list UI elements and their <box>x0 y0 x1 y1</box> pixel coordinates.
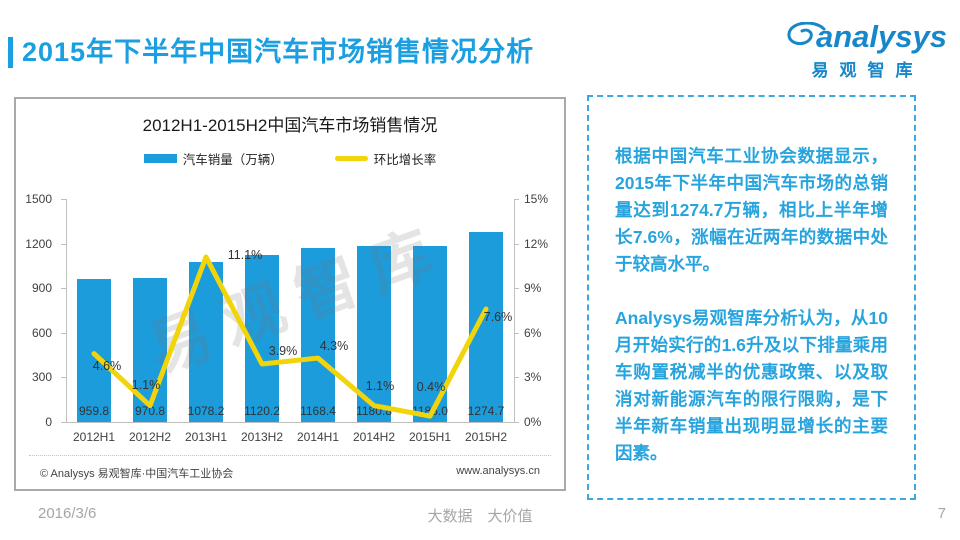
chart-legend: 汽车销量（万辆） 环比增长率 <box>16 149 564 168</box>
analysys-url-link[interactable]: www.analysys.cn <box>456 465 540 477</box>
legend-label: 汽车销量（万辆） <box>182 153 283 167</box>
chart-panel: 2012H1-2015H2中国汽车市场销售情况 汽车销量（万辆） 环比增长率 0 3… <box>14 97 566 491</box>
growth-rate-line <box>91 254 489 419</box>
y-axis-right-tick-label: 9% <box>524 281 542 296</box>
chart-title: 2012H1-2015H2中国汽车市场销售情况 <box>142 116 438 135</box>
growth-rate-label-2014H2: 1.1% <box>365 378 395 393</box>
y-axis-left-tick-label: 1500 <box>25 192 52 206</box>
y-axis-right-tickmark <box>514 422 519 423</box>
y-axis-right-tickmark <box>514 332 519 334</box>
insight-paragraph-2: Analysys易观智库分析认为，从10月开始实行的1.6升及以下排量乘用车购置… <box>615 308 888 463</box>
x-axis <box>66 422 515 423</box>
x-axis-label-2013H2: 2013H2 <box>240 430 284 444</box>
footer-slogan: 大数据 大价值 <box>427 508 533 525</box>
source-divider <box>29 455 551 456</box>
y-axis-right-tick-label: 15% <box>524 192 549 206</box>
bar-value-label: 1274.7 <box>467 404 505 418</box>
bar-value-label: 1120.2 <box>244 404 280 418</box>
y-axis-right-tick-label: 0% <box>524 415 542 429</box>
legend-item: 环比增长率 <box>334 149 437 168</box>
x-axis-label-2015H2: 2015H2 <box>464 430 508 444</box>
y-axis-left-tickmark <box>61 422 66 423</box>
growth-rate-label-2012H1: 4.6% <box>92 358 122 373</box>
y-axis-left-tickmark <box>61 288 66 290</box>
page-title: 2015年下半年中国汽车市场销售情况分析 <box>22 37 535 67</box>
x-axis-label-2013H1: 2013H1 <box>184 430 228 444</box>
y-axis-right-tickmark <box>514 199 519 200</box>
logo-wordmark: analysys <box>816 19 947 54</box>
legend-label: 环比增长率 <box>373 153 437 167</box>
y-axis-right <box>514 199 515 423</box>
y-axis-right-tick-label: 12% <box>524 236 549 251</box>
bar-2012H1 <box>77 279 111 422</box>
y-axis-left-tick-label: 0 <box>45 415 52 429</box>
chart-source: © Analysys 易观智库·中国汽车工业协会 <box>40 468 234 480</box>
insight-paragraph-1: 根据中国汽车工业协会数据显示，2015年下半年中国汽车市场的总销量达到1274.… <box>615 146 888 274</box>
y-axis-left-tickmark <box>61 332 66 334</box>
growth-rate-label-2013H1: 11.1% <box>227 247 263 262</box>
legend-item: 汽车销量（万辆） <box>143 149 283 168</box>
y-axis-left-tickmark <box>61 199 66 200</box>
y-axis-right-tick-label: 3% <box>524 370 542 385</box>
logo-swoosh-icon <box>787 22 826 46</box>
bar-2014H1 <box>301 248 335 422</box>
bar-value-label: 959.8 <box>78 404 110 418</box>
growth-rate-label-2014H1: 4.3% <box>319 339 349 354</box>
y-axis-left-tick-label: 1200 <box>25 236 52 251</box>
footer-date: 2016/3/6 <box>38 505 97 522</box>
growth-rate-label-2015H1: 0.4% <box>416 380 446 395</box>
x-axis-label-2015H1: 2015H1 <box>408 430 452 444</box>
page-number: 7 <box>937 505 946 522</box>
growth-rate-label-2012H2: 1.1% <box>131 377 161 392</box>
legend-bar-swatch <box>143 154 177 163</box>
bar-value-label: 1168.4 <box>300 404 336 418</box>
analysys-logo: analysys 易观智库 <box>782 20 947 81</box>
y-axis-left-tickmark <box>61 243 66 245</box>
y-axis-left <box>66 199 67 423</box>
growth-rate-label-2013H2: 3.9% <box>268 344 298 359</box>
x-axis-label-2012H1: 2012H1 <box>72 430 116 444</box>
bars-layer: 0 300 600 900 1200 1500 0% 3% 6% 9% 12% 15% 959.8 201… <box>16 99 564 489</box>
line-layer: 4.6% 1.1% 11.1% 3.9% 4.3% 1.1% 0.4% 7.6% <box>16 99 564 489</box>
insight-panel: 根据中国汽车工业协会数据显示，2015年下半年中国汽车市场的总销量达到1274.… <box>587 95 916 500</box>
logo-cjk-text: 易观智库 <box>811 61 924 80</box>
title-accent-bar <box>8 37 13 68</box>
y-axis-left-tickmark <box>61 377 66 379</box>
x-axis-label-2014H2: 2014H2 <box>352 430 396 444</box>
y-axis-right-tickmark <box>514 377 519 379</box>
bar-2014H2 <box>357 246 391 422</box>
y-axis-left-tick-label: 600 <box>31 325 52 340</box>
y-axis-left-tick-label: 300 <box>31 370 52 385</box>
bar-value-label: 970.8 <box>134 404 166 418</box>
bar-value-label: 1078.2 <box>187 404 225 418</box>
y-axis-right-tick-label: 6% <box>524 325 542 340</box>
x-axis-label-2012H2: 2012H2 <box>128 430 172 444</box>
y-axis-left-tick-label: 900 <box>31 281 52 296</box>
growth-rate-label-2015H2: 7.6% <box>483 310 513 324</box>
legend-line-swatch <box>334 156 368 161</box>
y-axis-right-tickmark <box>514 243 519 245</box>
y-axis-right-tickmark <box>514 288 519 290</box>
x-axis-label-2014H1: 2014H1 <box>296 430 340 444</box>
